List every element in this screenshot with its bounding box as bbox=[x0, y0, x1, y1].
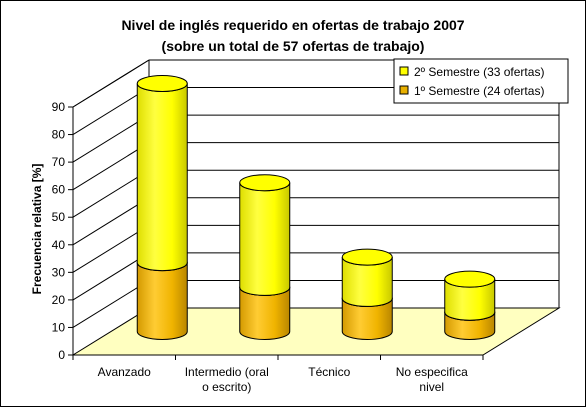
bar-semestre2 bbox=[136, 75, 188, 272]
bar-semestre2-cap bbox=[444, 270, 496, 288]
y-tick-label: 80 bbox=[52, 128, 66, 142]
gridline-side bbox=[72, 280, 150, 328]
bar-semestre2-cap bbox=[136, 75, 188, 92]
bar-semestre2-body bbox=[136, 83, 188, 272]
bar-semestre2 bbox=[444, 270, 496, 321]
bar-semestre2-cap bbox=[341, 248, 393, 266]
gridline-side bbox=[72, 114, 150, 163]
y-tick-label: 40 bbox=[52, 238, 66, 252]
x-tick-label: Técnico bbox=[308, 365, 350, 379]
gridline-side bbox=[72, 197, 150, 246]
legend-swatch bbox=[399, 85, 409, 95]
legend-label: 2º Semestre (33 ofertas) bbox=[414, 65, 544, 79]
gridline-side bbox=[72, 87, 150, 135]
y-tick-label: 90 bbox=[52, 100, 66, 114]
y-tick-label: 50 bbox=[52, 210, 66, 224]
y-tick-label: 10 bbox=[52, 320, 66, 334]
y-axis-label: Frecuencia relativa [%] bbox=[30, 164, 44, 295]
chart-subtitle: (sobre un total de 57 ofertas de trabajo… bbox=[162, 38, 425, 54]
x-labels-layer: Avanzado Intermedio (oral o escrito) Técnic… bbox=[98, 365, 468, 394]
x-tick-label-line: nivel bbox=[419, 380, 444, 394]
bar-semestre2 bbox=[341, 248, 393, 307]
bar-semestre2-cap bbox=[239, 174, 291, 192]
bar-semestre2 bbox=[239, 174, 291, 296]
bar-semestre1-body bbox=[136, 262, 188, 340]
y-tick-label: 20 bbox=[52, 293, 66, 307]
x-tick-label-line: No especifica bbox=[396, 365, 468, 379]
gridline-side bbox=[72, 252, 150, 301]
x-tick-label-line: Avanzado bbox=[98, 365, 151, 379]
legend-label: 1º Semestre (24 ofertas) bbox=[414, 84, 544, 98]
x-tick-label-line: Intermedio (oral bbox=[185, 365, 269, 379]
legend: 2º Semestre (33 ofertas) 1º Semestre (24 … bbox=[393, 58, 569, 104]
x-tick-label: Intermedio (oral o escrito) bbox=[185, 365, 269, 394]
y-tick-label: 30 bbox=[52, 265, 66, 279]
x-tick-label-line: o escrito) bbox=[202, 380, 251, 394]
legend-swatch bbox=[399, 66, 409, 76]
axes-layer: 0 10 20 30 40 50 60 70 80 90 bbox=[52, 59, 561, 362]
chart-title: Nivel de inglés requerido en ofertas de … bbox=[121, 17, 464, 33]
gridline-side bbox=[72, 224, 150, 273]
bar-semestre2-body bbox=[239, 182, 291, 296]
gridline-side bbox=[72, 142, 150, 191]
x-tick-label-line: Técnico bbox=[308, 365, 350, 379]
y-tick-label: 60 bbox=[52, 183, 66, 197]
side-wall-top-edge bbox=[72, 59, 150, 108]
x-tick-label: No especifica nivel bbox=[396, 365, 468, 394]
legend-box bbox=[393, 58, 569, 104]
bars-layer bbox=[136, 75, 496, 340]
gridline-side bbox=[72, 169, 150, 218]
y-tick-label: 0 bbox=[58, 348, 65, 362]
x-tick-label: Avanzado bbox=[98, 365, 151, 379]
y-tick-label: 70 bbox=[52, 155, 66, 169]
